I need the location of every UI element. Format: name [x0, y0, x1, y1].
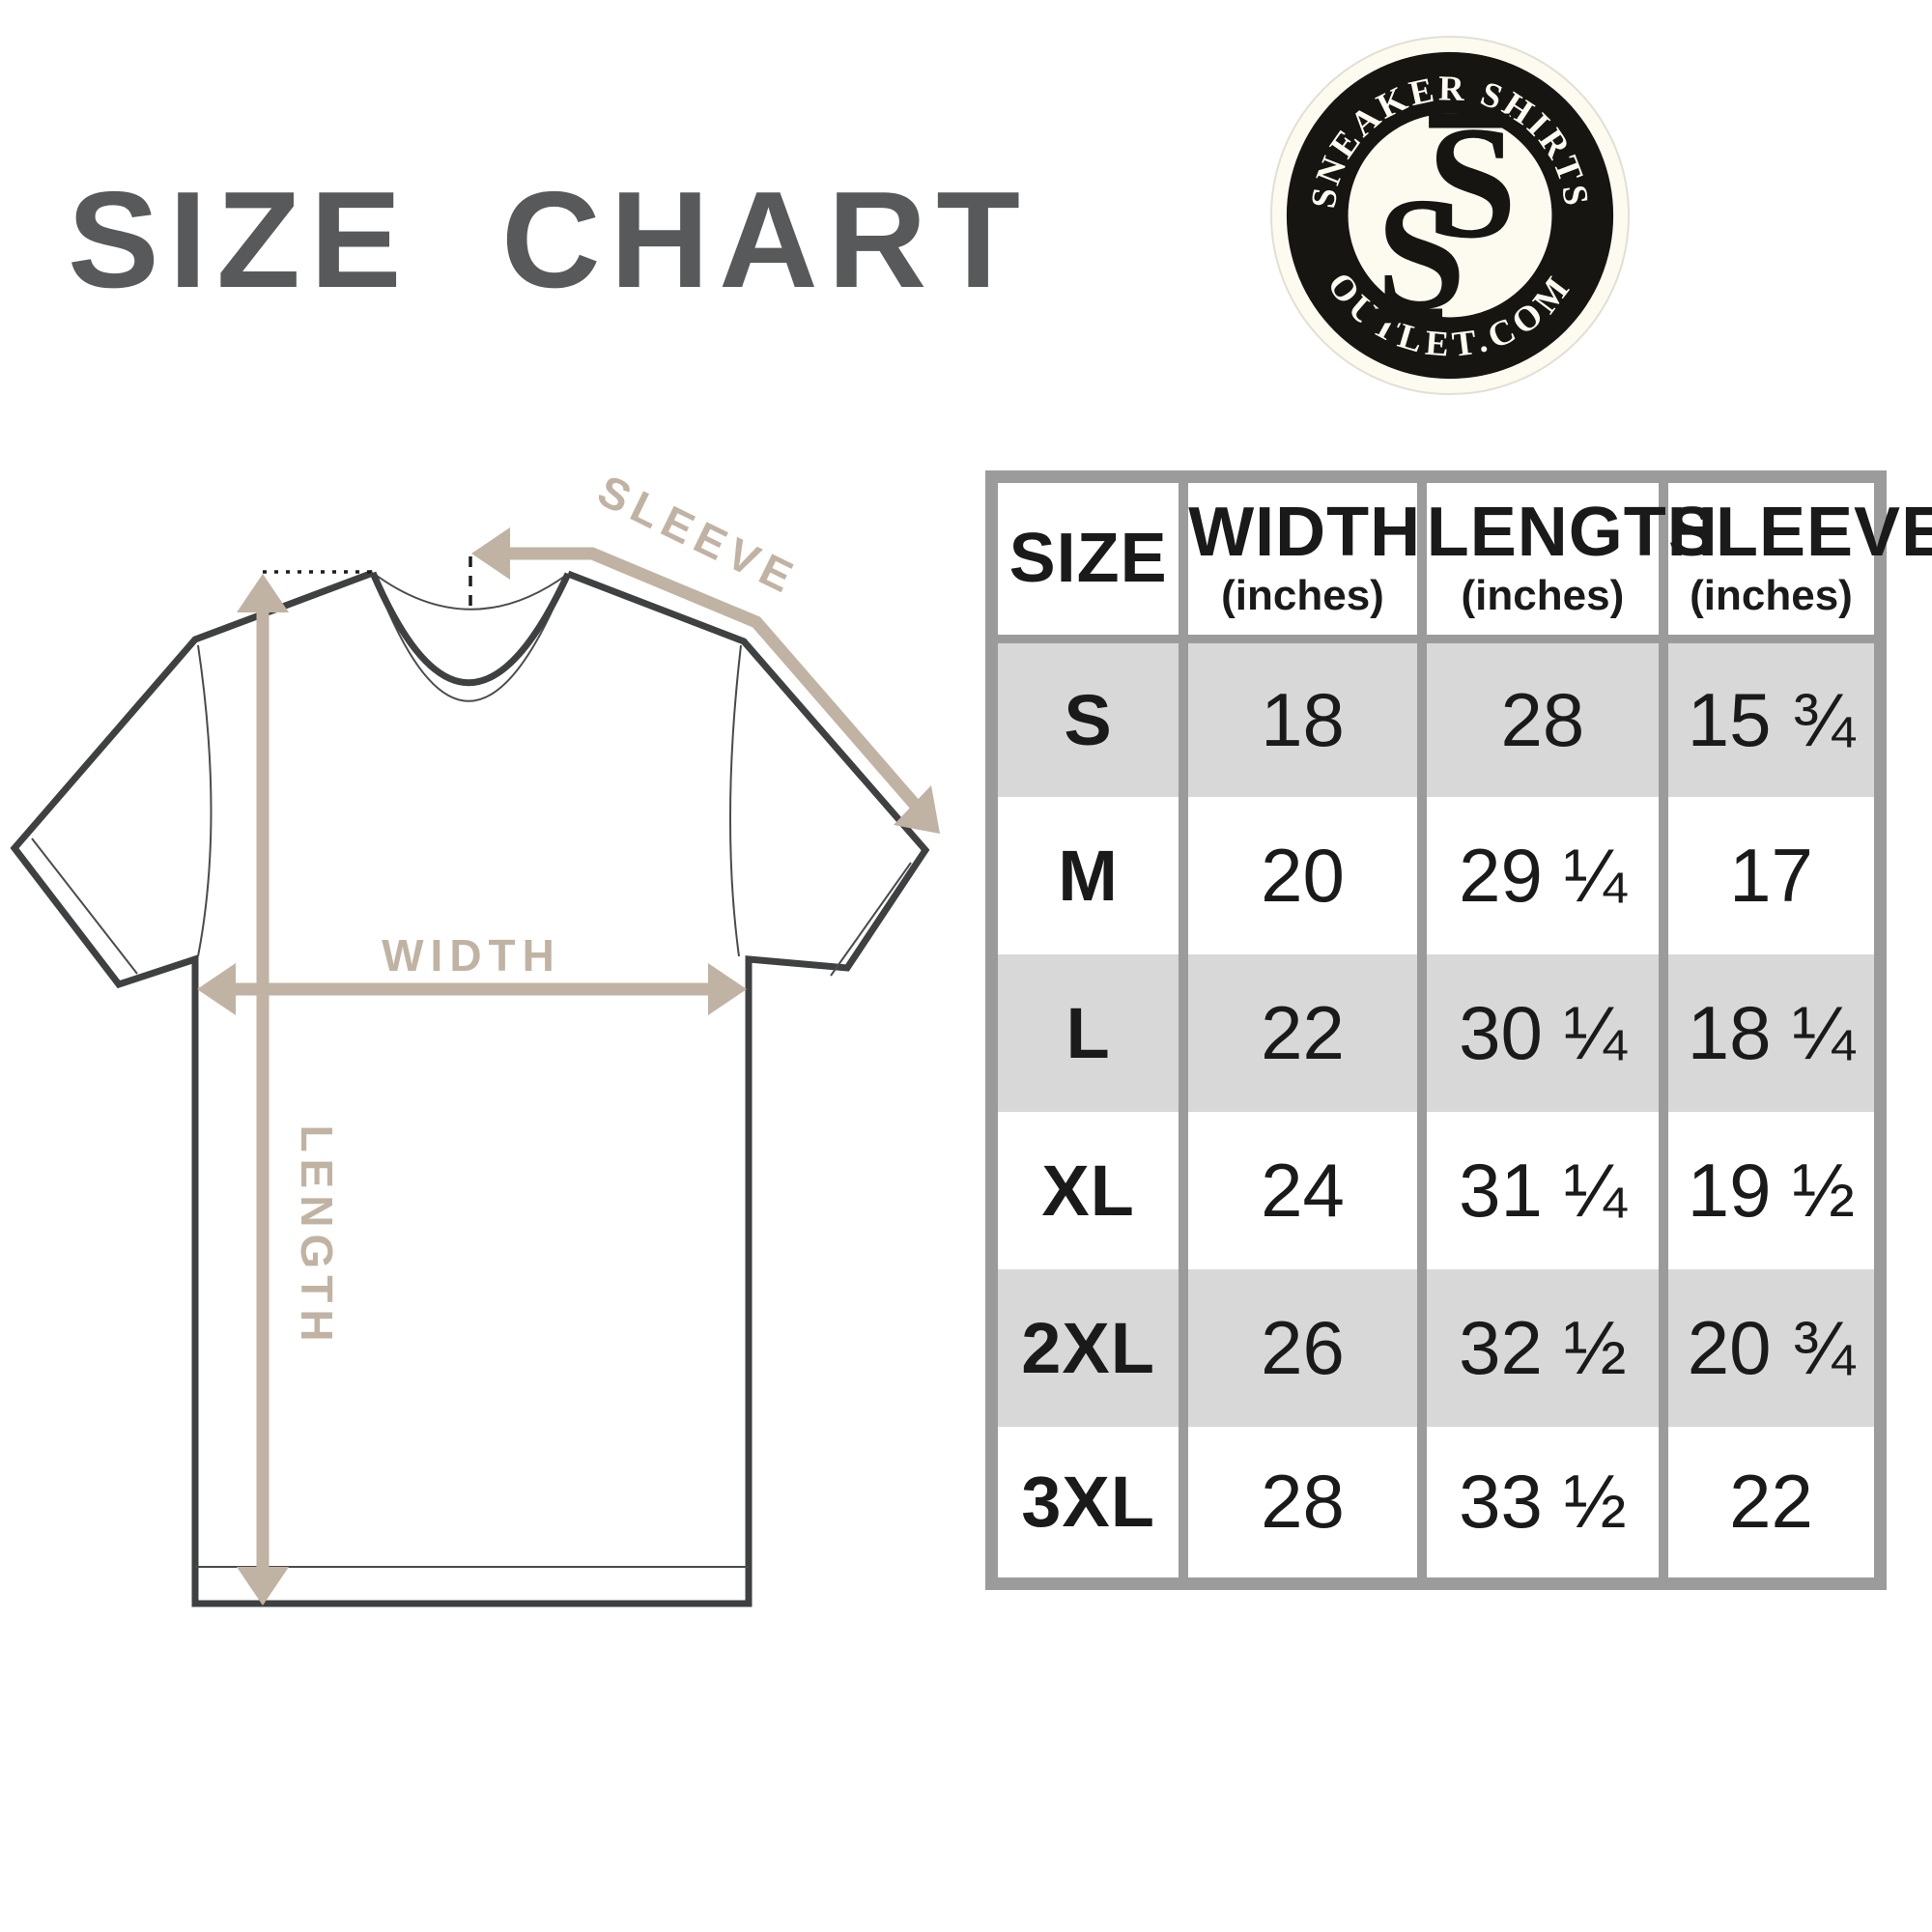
brand-logo: SNEAKER SHIRTS OUTLET.COM S S — [1269, 35, 1631, 396]
header-size: SIZE — [991, 476, 1184, 643]
length-cell: 31 ¼ — [1416, 1111, 1663, 1269]
table-row: S 18 28 15 ¾ — [991, 639, 1881, 797]
width-cell: 20 — [1179, 796, 1422, 954]
length-cell: 29 ¼ — [1416, 796, 1663, 954]
size-cell: S — [1064, 679, 1113, 760]
sleeve-cell: 19 ½ — [1659, 1111, 1881, 1269]
size-cell: L — [1065, 992, 1111, 1073]
page-title: SIZE CHART — [68, 163, 1030, 317]
length-cell: 32 ½ — [1416, 1268, 1663, 1427]
width-arrow — [197, 963, 747, 1015]
size-cell: 3XL — [1021, 1462, 1155, 1543]
length-cell: 33 ½ — [1416, 1426, 1663, 1584]
width-cell: 18 — [1179, 639, 1422, 797]
sleeve-cell: 22 — [1659, 1426, 1881, 1584]
length-cell: 28 — [1416, 639, 1663, 797]
length-cell: 30 ¼ — [1416, 953, 1663, 1112]
table-row: L 22 30 ¼ 18 ¼ — [991, 953, 1881, 1112]
table-row: 3XL 28 33 ½ 22 — [992, 1426, 1881, 1584]
width-cell: 24 — [1179, 1111, 1422, 1269]
measure-guides — [263, 556, 472, 607]
tshirt-diagram: LENGTH WIDTH SLEEVE — [10, 465, 940, 1607]
size-table: SIZE WIDTH (inches) LENGTH (inches) SLEE… — [985, 470, 1932, 1590]
size-table-body: S 18 28 15 ¾ M 20 29 ¼ 17 L 22 30 ¼ 18 ¼… — [991, 639, 1881, 1584]
header-length: LENGTH (inches) — [1416, 476, 1718, 643]
collar-lines — [369, 571, 572, 702]
header-width: WIDTH (inches) — [1179, 476, 1422, 643]
size-cell: M — [1058, 835, 1119, 916]
length-label: LENGTH — [292, 1124, 342, 1348]
header-sleeve: SLEEVE (inches) — [1659, 476, 1932, 643]
width-cell: 28 — [1179, 1426, 1422, 1584]
size-cell: 2XL — [1021, 1307, 1155, 1388]
sleeve-cell: 17 — [1659, 796, 1881, 954]
sleeve-label: SLEEVE — [590, 465, 807, 605]
logo-inner-circle — [1348, 113, 1552, 318]
sleeve-cell: 18 ¼ — [1659, 953, 1881, 1112]
sleeve-cell: 15 ¾ — [1659, 639, 1881, 797]
size-cell: XL — [1041, 1150, 1135, 1231]
table-row: 2XL 26 32 ½ 20 ¾ — [991, 1268, 1881, 1427]
width-cell: 22 — [1179, 953, 1422, 1112]
length-arrow — [237, 574, 289, 1605]
sleeve-cell: 20 ¾ — [1659, 1268, 1881, 1427]
width-label: WIDTH — [382, 930, 561, 980]
tshirt-outline — [10, 569, 930, 1607]
table-row: M 20 29 ¼ 17 — [992, 796, 1881, 954]
size-table-header: SIZE WIDTH (inches) LENGTH (inches) SLEE… — [991, 476, 1932, 643]
sleeve-arrow — [471, 527, 940, 834]
logo-ss-monogram-icon: S S — [1361, 94, 1517, 343]
width-cell: 26 — [1179, 1268, 1422, 1427]
table-row: XL 24 31 ¼ 19 ½ — [992, 1111, 1881, 1269]
